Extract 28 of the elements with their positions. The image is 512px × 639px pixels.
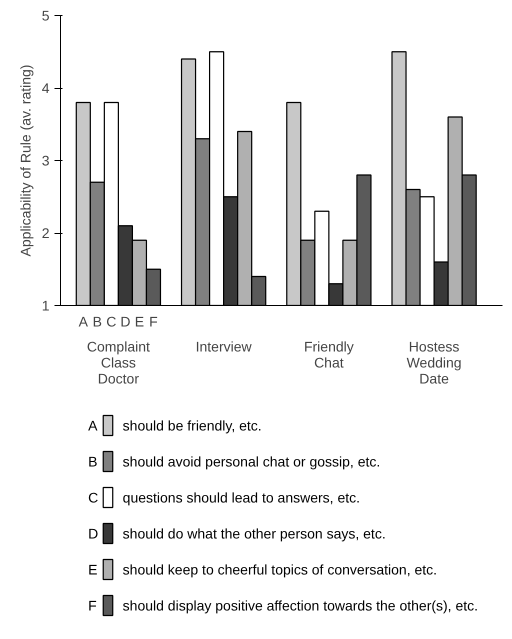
legend-label: F xyxy=(88,598,97,614)
text: F xyxy=(149,314,158,330)
legend-label: C xyxy=(88,490,98,506)
y-tick-label: 4 xyxy=(42,80,50,96)
y-tick-label: 5 xyxy=(42,8,50,24)
text: should display positive affection towards the other(s), etc. xyxy=(122,598,478,614)
y-tick-label: 1 xyxy=(42,298,50,314)
text: E xyxy=(134,314,144,330)
text: should be friendly, etc. xyxy=(122,418,262,434)
text: A xyxy=(78,314,88,330)
text: C xyxy=(106,314,116,330)
legend-label: A xyxy=(88,418,98,434)
legend-label: D xyxy=(88,526,98,542)
y-tick-label: 2 xyxy=(42,225,50,241)
text: should avoid personal chat or gossip, etc. xyxy=(122,454,380,470)
y-tick-label: 3 xyxy=(42,152,50,168)
x-tick-label: Hostess Wedding Date xyxy=(406,338,462,386)
text: B xyxy=(92,314,102,330)
legend-label: E xyxy=(88,562,98,578)
text: should do what the other person says, etc. xyxy=(122,526,386,542)
text: questions should lead to answers, etc. xyxy=(122,490,360,506)
x-tick-label: Interview xyxy=(196,338,253,354)
text: should keep to cheerful topics of conversation, etc. xyxy=(122,562,438,578)
x-tick-label: Complaint Class Doctor xyxy=(86,338,150,386)
x-tick-label: Friendly Chat xyxy=(304,338,354,370)
legend-label: B xyxy=(88,454,98,470)
y-axis-title: Applicability of Rule (av. rating) xyxy=(18,64,34,256)
text: D xyxy=(120,314,130,330)
